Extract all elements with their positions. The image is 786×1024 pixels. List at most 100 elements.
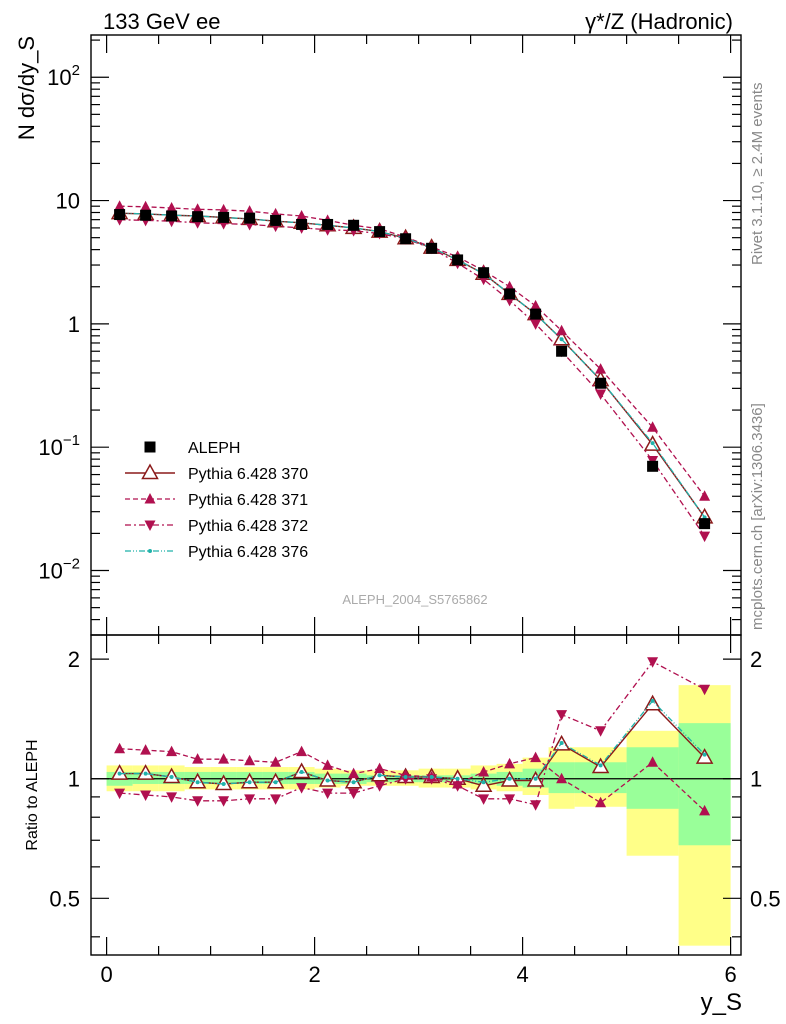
main-point-data: [114, 209, 126, 221]
ratio-point-mc371: [114, 742, 126, 754]
y-tick-label-ratio-left: 2: [68, 647, 80, 672]
ratio-series-group: [110, 657, 714, 816]
ratio-point-mc371: [374, 762, 386, 774]
y-tick-label-ratio-right: 1: [750, 767, 762, 792]
ratio-point-mc376: [455, 776, 460, 781]
ratio-point-mc371: [699, 804, 711, 816]
legend-marker-mc370: [141, 463, 159, 480]
ratio-point-mc371: [478, 765, 490, 777]
ratio-point-mc372: [478, 794, 490, 805]
main-point-mc376: [559, 337, 564, 342]
ratio-point-mc376: [325, 778, 330, 783]
ratio-point-mc376: [273, 780, 278, 785]
main-point-data: [270, 214, 282, 226]
main-point-data: [556, 345, 568, 357]
ratio-point-mc371: [595, 796, 607, 808]
legend-entry: Pythia 6.428 371: [125, 492, 308, 509]
ratio-mc376: [117, 698, 707, 786]
source-reference-label: mcplots.cern.ch [arXiv:1306.3436]: [749, 403, 766, 630]
ratio-point-mc372: [699, 684, 711, 696]
legend-label: Pythia 6.428 376: [188, 544, 308, 561]
ratio-point-mc372: [244, 794, 256, 805]
ratio-point-mc372: [114, 788, 126, 800]
ratio-point-mc371: [192, 753, 204, 764]
legend-marker-mc371: [144, 493, 156, 504]
ratio-point-mc376: [702, 752, 707, 757]
main-point-data: [192, 211, 204, 223]
x-tick-label: 6: [724, 962, 736, 987]
axes-frame: 0 2 4 6 10−2 10−1 1 10 102 0.5 0.5 1 1 2 2: [38, 34, 781, 987]
ratio-point-mc371: [348, 767, 360, 779]
ratio-point-mc376: [507, 776, 512, 781]
header-left-label: 133 GeV ee: [103, 9, 220, 34]
ratio-point-mc376: [299, 769, 304, 774]
main-point-data: [478, 267, 490, 279]
legend-label: Pythia 6.428 371: [188, 492, 308, 509]
ratio-point-mc371: [556, 772, 568, 784]
main-point-data: [647, 460, 659, 472]
legend-marker-data: [144, 441, 156, 453]
legend-marker-mc376: [148, 549, 152, 553]
main-point-mc371: [114, 200, 126, 211]
main-point-data: [400, 233, 412, 245]
legend-entry: Pythia 6.428 376: [125, 544, 308, 561]
ratio-point-mc376: [429, 774, 434, 779]
ratio-line-mc372: [119, 660, 705, 806]
ratio-point-mc372: [218, 796, 230, 807]
ratio-point-mc371: [322, 759, 334, 770]
ratio-y-axis-label: Ratio to ALEPH: [24, 739, 41, 850]
main-point-data: [699, 518, 711, 530]
y-tick-label-ratio-left: 1: [68, 767, 80, 792]
ratio-point-mc376: [559, 740, 564, 745]
analysis-id-label: ALEPH_2004_S5765862: [342, 592, 487, 607]
ratio-uncertainty-bands: [91, 685, 741, 946]
ratio-point-mc376: [221, 781, 226, 786]
legend-entry: Pythia 6.428 372: [125, 518, 308, 535]
main-point-data: [348, 219, 360, 231]
legend-label: Pythia 6.428 370: [188, 466, 308, 483]
main-point-mc371: [140, 200, 152, 212]
ratio-point-mc371: [166, 745, 178, 757]
main-point-mc372: [699, 531, 711, 543]
main-series-group: [110, 200, 714, 543]
ratio-point-mc372: [452, 781, 464, 792]
y-tick-label-main: 102: [47, 62, 80, 90]
main-point-data: [530, 308, 542, 320]
main-point-mc371: [166, 202, 178, 213]
ratio-point-mc371: [647, 756, 659, 767]
ratio-point-mc376: [650, 698, 655, 703]
main-point-data: [166, 210, 178, 222]
main-line-mc372: [119, 219, 706, 537]
main-point-mc371: [699, 490, 711, 501]
main-point-data: [322, 218, 334, 230]
main-point-data: [426, 242, 438, 254]
ratio-point-mc376: [403, 774, 408, 779]
ratio-point-mc372: [140, 790, 152, 801]
ratio-point-mc376: [598, 763, 603, 768]
main-point-data: [244, 212, 256, 224]
main-point-data: [595, 377, 607, 389]
ratio-point-mc370: [474, 776, 493, 793]
ratio-point-mc371: [530, 751, 542, 763]
main-y-axis-label: N dσ/dy_S: [14, 36, 39, 140]
legend: ALEPH Pythia 6.428 370 Pythia 6.428 371 Pyt…: [125, 440, 308, 561]
legend-entry: ALEPH: [144, 440, 240, 457]
ratio-point-mc376: [169, 774, 174, 779]
ratio-point-mc372: [192, 796, 204, 807]
main-point-data: [140, 209, 152, 221]
ratio-point-mc372: [374, 781, 386, 792]
legend-marker-mc372: [144, 520, 156, 531]
ratio-point-mc372: [595, 726, 607, 737]
y-tick-label-main: 10−2: [38, 556, 80, 584]
main-point-mc371: [647, 421, 659, 432]
ratio-point-mc376: [247, 780, 252, 785]
main-point-mc371: [595, 363, 607, 374]
rivet-version-label: Rivet 3.1.10, ≥ 2.4M events: [749, 83, 766, 266]
ratio-point-mc372: [647, 657, 659, 668]
x-tick-label: 2: [308, 962, 320, 987]
main-point-mc376: [650, 441, 655, 446]
x-axis-label: y_S: [701, 989, 742, 1016]
main-point-data: [296, 218, 308, 230]
ratio-line-mc376: [119, 699, 706, 785]
